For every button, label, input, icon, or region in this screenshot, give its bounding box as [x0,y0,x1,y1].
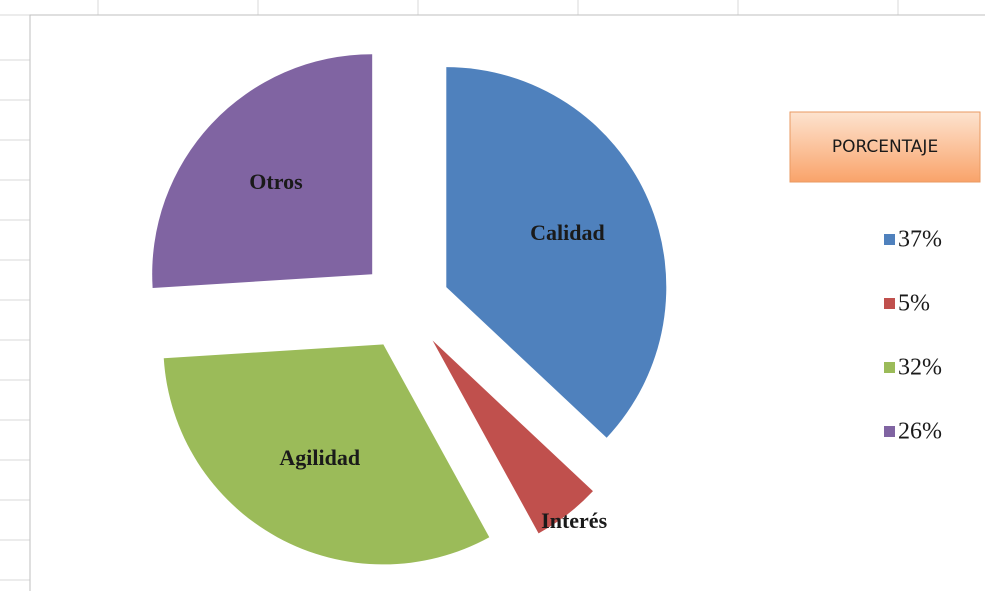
slice-label: Otros [249,169,303,194]
slice-label: Agilidad [279,445,360,470]
legend-swatch [884,298,895,309]
legend-label: 26% [898,419,942,445]
pie-slice [152,54,373,289]
pie-slice [432,340,593,534]
title-box [789,111,981,183]
legend-label: 37% [898,227,942,253]
chart-title: PORCENTAJE [832,137,938,157]
pie-slice [163,344,490,565]
legend-swatch [884,362,895,373]
legend-label: 5% [898,291,930,317]
legend-swatch [884,426,895,437]
legend-label: 32% [898,355,942,381]
slice-label: Interés [541,508,607,533]
slice-label: Calidad [530,220,605,245]
legend-swatch [884,234,895,245]
pie-slice [446,67,667,438]
